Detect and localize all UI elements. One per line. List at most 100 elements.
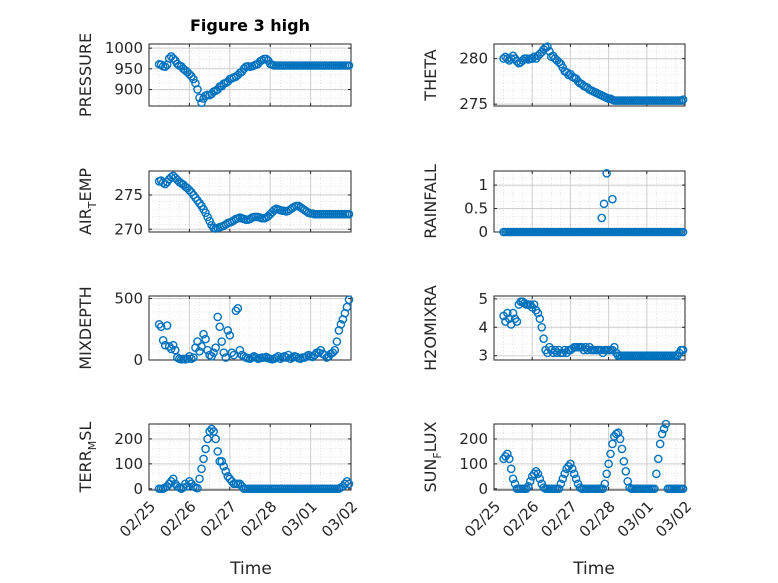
data-point [522,484,531,494]
y-axis-label-rest: EMP [76,168,95,202]
data-point [535,314,545,324]
data-point [189,74,198,84]
data-point [602,169,611,178]
axes-frame [148,43,352,107]
x-axis-label-left: Time [229,559,272,579]
data-point [533,308,543,318]
y-tick-label: 0 [133,351,143,369]
data-point [168,340,178,350]
y-axis-label-main: THETA [421,49,440,101]
figure-title: Figure 3 high [190,16,310,35]
axes-frame [148,170,352,233]
y-tick-label: 5 [478,290,488,308]
x-tick-label: 02/28 [576,498,619,541]
data-point [650,484,659,494]
major-grid [149,171,351,232]
y-tick-label: 0 [478,480,488,498]
x-tick-label: 02/27 [537,498,580,541]
data-point [525,476,535,486]
data-point [215,322,224,332]
data-point [189,353,198,362]
data-point [512,57,522,66]
data-point [160,340,170,350]
data-point [201,208,210,218]
data-point [678,484,688,494]
y-tick-label: 200 [114,430,143,448]
x-tick-label: 02/27 [197,498,240,541]
data-point [336,320,346,329]
data-series [499,169,688,237]
data-point [568,464,577,474]
y-axis-label-main: H2OMIXRA [421,285,440,371]
axes-frame [493,43,686,107]
data-point [569,469,579,479]
data-point [164,342,174,351]
axes-frame [493,295,686,361]
data-point [659,424,669,434]
x-tick-label: 03/01 [614,498,657,541]
data-point [558,474,568,484]
subplot-h2omixra: 3 4 5 H2OMIXRA [421,285,688,371]
data-point [320,350,330,360]
data-point [533,469,543,479]
y-tick-label: 0 [133,480,143,498]
data-point [221,353,231,362]
data-point [535,474,545,484]
data-point [344,209,354,219]
data-point [225,331,235,340]
data-point [508,308,518,318]
data-point [604,459,613,469]
data-point [344,61,354,70]
data-point [344,295,354,304]
data-point [340,479,350,489]
y-tick-label: 0 [478,223,488,241]
data-point [619,457,629,466]
data-point [282,353,291,362]
y-tick-label: 0.5 [464,200,488,218]
data-point [566,459,575,469]
x-axis-label-right: Time [572,559,615,579]
data-series [154,171,354,233]
subplot-pressure: 900 950 1000 PRESSURE [76,33,354,117]
data-point [217,337,227,346]
data-point [229,350,239,360]
data-point [330,345,340,355]
y-axis-label: TERRMSL [76,422,99,494]
data-series [154,52,354,107]
data-point [342,476,352,486]
x-tick-label: 02/25 [461,498,504,541]
data-point [600,479,610,489]
x-tick-label: 02/28 [237,498,280,541]
y-axis-label: THETA [421,49,440,101]
data-point [207,424,216,434]
x-tick-label: 03/02 [652,498,695,541]
x-tick-label: 02/26 [499,498,542,541]
y-tick-label: 1 [478,176,488,194]
y-axis-label-subscript: F [431,452,444,458]
data-point [201,444,210,454]
data-point [524,481,533,491]
data-point [223,326,233,335]
x-tick-label: 02/25 [116,498,159,541]
data-point [508,474,518,484]
data-point [168,474,178,484]
data-point [537,322,547,332]
data-point [661,419,671,429]
subplot-mixdepth: 0 500 MIXDEPTH [76,286,354,370]
data-point [655,439,665,449]
data-point [556,479,566,489]
data-point [185,352,194,361]
data-point [344,479,354,489]
data-point [160,62,170,72]
data-point [652,469,661,479]
data-point [554,484,564,494]
data-point [657,429,667,439]
y-axis-label: AIRTEMP [76,168,99,235]
data-point [211,343,220,352]
data-point [503,308,512,318]
y-tick-label: 1000 [105,39,143,57]
data-point [211,434,220,444]
y-axis-label-rest: SL [76,422,95,441]
y-tick-label: 500 [114,289,143,307]
